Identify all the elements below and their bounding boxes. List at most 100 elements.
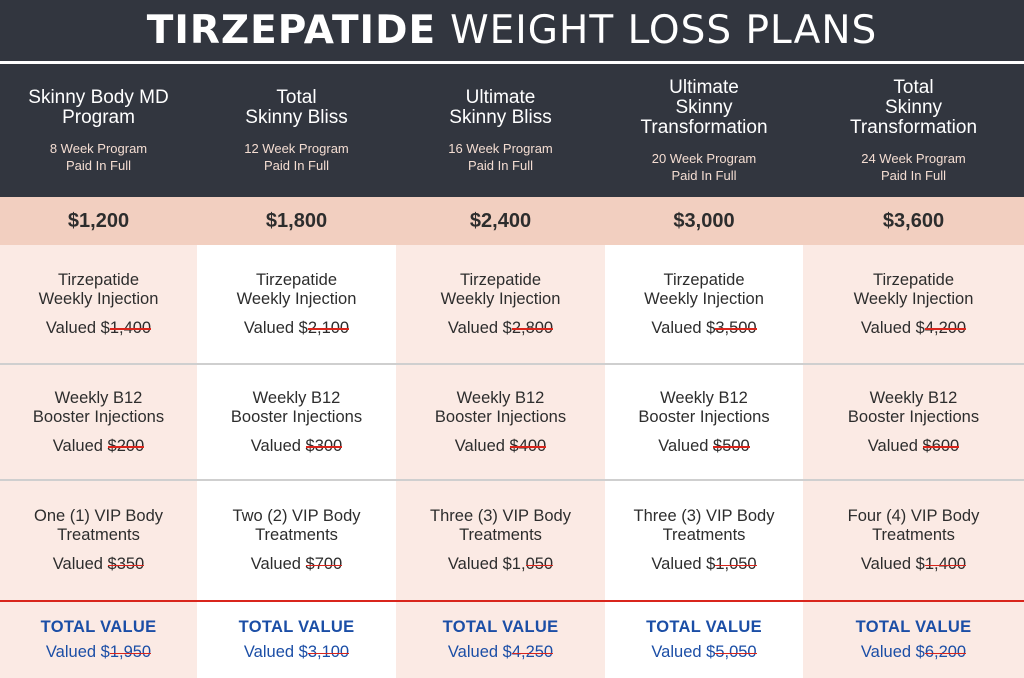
struck-value: 6,200 <box>924 643 967 661</box>
plan-name: Ultimate Skinny Transformation <box>640 76 768 138</box>
plan-price: $1,800 <box>197 197 396 245</box>
page-title: TIRZEPATIDE WEIGHT LOSS PLANS <box>0 0 1024 64</box>
value-prefix: Valued <box>52 436 108 455</box>
b12-cell: Weekly B12 Booster Injections Valued $30… <box>197 365 396 481</box>
value-prefix: Valued $ <box>651 555 716 573</box>
plan-payment: Paid In Full <box>467 157 534 173</box>
feature-label: Three (3) VIP Body Treatments <box>633 507 775 544</box>
value-prefix: Valued <box>454 436 510 455</box>
struck-value: 1,950 <box>109 643 152 661</box>
struck-value: 1,400 <box>109 318 152 337</box>
struck-value: 3,100 <box>307 643 350 661</box>
struck-value: 3,500 <box>715 318 757 337</box>
total-value: Valued $4,250 <box>448 643 554 662</box>
plan-price: $2,400 <box>396 197 605 245</box>
plan-header-1: Skinny Body MD Program 8 Week Program Pa… <box>0 64 197 197</box>
feature-value: Valued $350 <box>53 555 144 574</box>
plan-name: Ultimate Skinny Bliss <box>449 86 552 128</box>
vip-cell: One (1) VIP Body Treatments Valued $350 <box>0 481 197 600</box>
b12-cell: Weekly B12 Booster Injections Valued $20… <box>0 365 197 481</box>
feature-label: Tirzepatide Weekly Injection <box>236 270 357 308</box>
struck-value: 1,400 <box>924 555 967 573</box>
total-label: TOTAL VALUE <box>646 618 762 636</box>
total-label: TOTAL VALUE <box>238 618 355 636</box>
plan-payment: Paid In Full <box>65 157 132 173</box>
feature-label: Three (3) VIP Body Treatments <box>430 507 571 544</box>
feature-label: Weekly B12 Booster Injections <box>434 388 567 426</box>
plan-price: $3,600 <box>803 197 1024 245</box>
struck-value: 050 <box>525 555 554 573</box>
feature-value: Valued $2,100 <box>243 318 350 338</box>
page-title-rest: WEIGHT LOSS PLANS <box>450 8 878 53</box>
value-prefix: Valued $ <box>860 555 925 573</box>
total-value: Valued $1,950 <box>46 643 152 662</box>
struck-value: 2,800 <box>511 318 554 337</box>
vip-cell: Four (4) VIP Body Treatments Valued $1,4… <box>803 481 1024 600</box>
tirzepatide-cell: Tirzepatide Weekly Injection Valued $3,5… <box>605 245 803 365</box>
value-prefix: Valued $ <box>243 318 308 337</box>
struck-value: $400 <box>509 436 547 455</box>
vip-cell: Three (3) VIP Body Treatments Valued $1,… <box>605 481 803 600</box>
tirzepatide-cell: Tirzepatide Weekly Injection Valued $1,4… <box>0 245 197 365</box>
struck-value: 4,250 <box>511 643 554 661</box>
feature-label: Tirzepatide Weekly Injection <box>440 270 561 308</box>
feature-value: Valued $4,200 <box>860 318 967 338</box>
plan-price: $1,200 <box>0 197 197 245</box>
vip-cell: Two (2) VIP Body Treatments Valued $700 <box>197 481 396 600</box>
feature-value: Valued $1,050 <box>448 555 553 574</box>
tirzepatide-cell: Tirzepatide Weekly Injection Valued $2,8… <box>396 245 605 365</box>
struck-value: 2,100 <box>307 318 350 337</box>
struck-value: $500 <box>713 436 750 455</box>
feature-label: Tirzepatide Weekly Injection <box>644 270 764 308</box>
total-value: Valued $6,200 <box>861 643 967 662</box>
plans-table: Skinny Body MD Program 8 Week Program Pa… <box>0 64 1024 678</box>
tirzepatide-cell: Tirzepatide Weekly Injection Valued $4,2… <box>803 245 1024 365</box>
value-prefix: Valued <box>52 555 108 573</box>
feature-value: Valued $1,400 <box>860 555 967 574</box>
plan-header-2: Total Skinny Bliss 12 Week Program Paid … <box>197 64 396 197</box>
value-prefix: Valued <box>250 436 306 455</box>
feature-label: One (1) VIP Body Treatments <box>33 507 163 544</box>
value-prefix: Valued <box>250 555 306 573</box>
feature-value: Valued $300 <box>251 437 342 456</box>
value-prefix: Valued $ <box>447 318 512 337</box>
total-label: TOTAL VALUE <box>40 618 157 636</box>
value-prefix: Valued $ <box>860 318 925 337</box>
plan-weeks: 12 Week Program <box>244 140 349 156</box>
feature-label: Four (4) VIP Body Treatments <box>847 507 980 544</box>
plan-price: $3,000 <box>605 197 803 245</box>
struck-value: 1,050 <box>715 555 757 573</box>
value-prefix: Valued $ <box>651 318 716 337</box>
tirzepatide-cell: Tirzepatide Weekly Injection Valued $2,1… <box>197 245 396 365</box>
feature-value: Valued $3,500 <box>651 318 757 338</box>
vip-cell: Three (3) VIP Body Treatments Valued $1,… <box>396 481 605 600</box>
value-prefix: Valued $ <box>243 643 308 661</box>
feature-value: Valued $400 <box>455 437 546 456</box>
plan-header-5: Total Skinny Transformation 24 Week Prog… <box>803 64 1024 197</box>
feature-label: Weekly B12 Booster Injections <box>230 388 363 426</box>
total-label: TOTAL VALUE <box>442 618 559 636</box>
struck-value: $600 <box>922 436 960 455</box>
struck-value: $200 <box>107 436 145 455</box>
plan-header-3: Ultimate Skinny Bliss 16 Week Program Pa… <box>396 64 605 197</box>
value-prefix: Valued <box>658 436 714 455</box>
feature-value: Valued $2,800 <box>447 318 554 338</box>
total-cell: TOTAL VALUE Valued $3,100 <box>197 600 396 678</box>
feature-value: Valued $600 <box>868 437 959 456</box>
total-cell: TOTAL VALUE Valued $4,250 <box>396 600 605 678</box>
feature-value: Valued $700 <box>251 555 342 574</box>
feature-value: Valued $200 <box>53 437 144 456</box>
struck-value: $350 <box>107 555 145 573</box>
feature-value: Valued $1,400 <box>46 318 152 338</box>
plan-payment: Paid In Full <box>880 167 947 183</box>
total-cell: TOTAL VALUE Valued $1,950 <box>0 600 197 678</box>
value-prefix: Valued <box>867 436 923 455</box>
total-cell: TOTAL VALUE Valued $6,200 <box>803 600 1024 678</box>
feature-label: Weekly B12 Booster Injections <box>638 388 770 426</box>
struck-value: 4,200 <box>924 318 967 337</box>
feature-label: Weekly B12 Booster Injections <box>32 388 165 426</box>
struck-value: $300 <box>305 436 343 455</box>
feature-label: Tirzepatide Weekly Injection <box>853 270 974 308</box>
feature-value: Valued $500 <box>658 437 749 456</box>
